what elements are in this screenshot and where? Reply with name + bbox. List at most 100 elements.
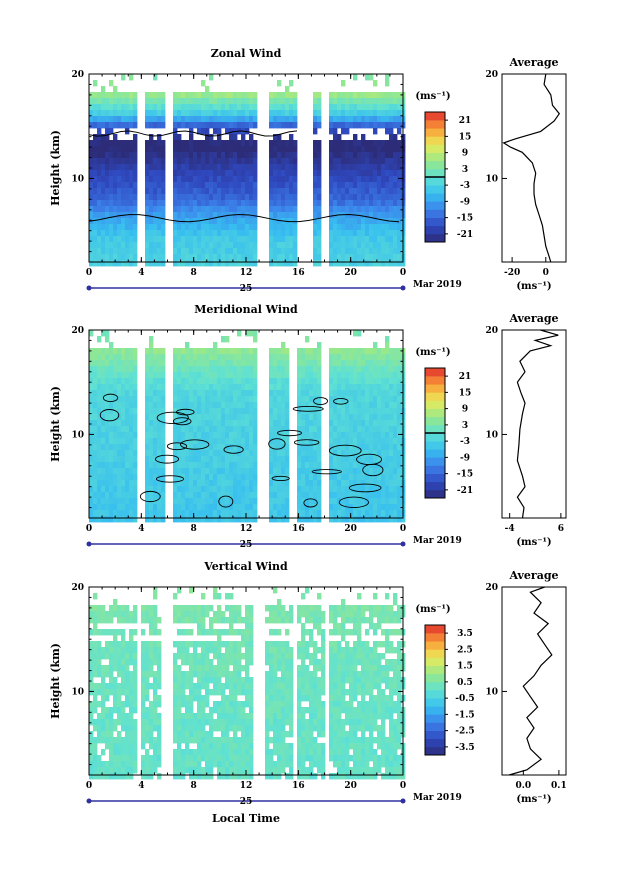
heatmap-cell bbox=[97, 182, 102, 189]
heatmap-cell bbox=[241, 92, 246, 99]
heatmap-cell bbox=[217, 450, 222, 457]
heatmap-cell bbox=[197, 170, 202, 177]
heatmap-cell bbox=[317, 438, 322, 445]
heatmap-cell bbox=[313, 230, 318, 237]
heatmap-cell bbox=[117, 611, 122, 618]
heatmap-cell bbox=[285, 354, 290, 361]
heatmap-cell bbox=[189, 372, 194, 379]
heatmap-cell bbox=[105, 146, 110, 153]
heatmap-cell bbox=[141, 629, 146, 636]
heatmap-cell bbox=[273, 260, 278, 267]
heatmap-cell bbox=[353, 236, 358, 243]
heatmap-cell bbox=[201, 164, 206, 171]
heatmap-cell bbox=[277, 354, 282, 361]
heatmap-cell bbox=[305, 468, 310, 475]
heatmap-cell bbox=[189, 438, 194, 445]
heatmap-cell bbox=[113, 701, 118, 708]
average-title: Average bbox=[508, 312, 558, 325]
heatmap-cell bbox=[133, 653, 138, 660]
heatmap-cell bbox=[105, 92, 110, 99]
heatmap-cell bbox=[109, 767, 114, 774]
heatmap-cell bbox=[153, 480, 158, 487]
heatmap-cell bbox=[233, 480, 238, 487]
heatmap-cell bbox=[193, 200, 198, 207]
heatmap-cell bbox=[369, 212, 374, 219]
heatmap-cell bbox=[133, 98, 138, 105]
heatmap-cell bbox=[217, 348, 222, 355]
heatmap-cell bbox=[133, 492, 138, 499]
heatmap-cell bbox=[225, 104, 230, 111]
heatmap-cell bbox=[397, 170, 402, 177]
heatmap-cell bbox=[201, 462, 206, 469]
heatmap-cell bbox=[153, 74, 158, 81]
heatmap-cell bbox=[385, 242, 390, 249]
heatmap-cell bbox=[349, 372, 354, 379]
heatmap-cell bbox=[277, 516, 282, 523]
heatmap-cell bbox=[301, 360, 306, 367]
heatmap-cell bbox=[133, 366, 138, 373]
heatmap-cell bbox=[381, 206, 386, 213]
heatmap-cell bbox=[125, 617, 130, 624]
heatmap-cell bbox=[177, 230, 182, 237]
heatmap-cell bbox=[193, 695, 198, 702]
heatmap-cell bbox=[157, 212, 162, 219]
heatmap-cell bbox=[209, 641, 214, 648]
heatmap-cell bbox=[285, 402, 290, 409]
heatmap-cell bbox=[397, 104, 402, 111]
heatmap-cell bbox=[133, 230, 138, 237]
heatmap-cell bbox=[245, 152, 250, 159]
heatmap-cell bbox=[97, 158, 102, 165]
heatmap-cell bbox=[269, 396, 274, 403]
heatmap-cell bbox=[217, 611, 222, 618]
heatmap-cell bbox=[153, 402, 158, 409]
heatmap-cell bbox=[105, 206, 110, 213]
heatmap-cell bbox=[341, 206, 346, 213]
heatmap-cell bbox=[281, 164, 286, 171]
heatmap-cell bbox=[153, 749, 158, 756]
heatmap-cell bbox=[345, 438, 350, 445]
heatmap-cell bbox=[133, 665, 138, 672]
heatmap-cell bbox=[373, 402, 378, 409]
heatmap-cell bbox=[229, 444, 234, 451]
average-y-tick-label: 10 bbox=[485, 174, 498, 184]
heatmap-cell bbox=[229, 408, 234, 415]
heatmap-cell bbox=[153, 767, 158, 774]
heatmap-cell bbox=[221, 701, 226, 708]
heatmap-cell bbox=[313, 200, 318, 207]
heatmap-cell bbox=[205, 701, 210, 708]
heatmap-cell bbox=[225, 236, 230, 243]
heatmap-cell bbox=[93, 242, 98, 249]
heatmap-cell bbox=[361, 200, 366, 207]
heatmap-cell bbox=[109, 683, 114, 690]
heatmap-cell bbox=[129, 767, 134, 774]
heatmap-cell bbox=[153, 468, 158, 475]
heatmap-cell bbox=[289, 122, 294, 129]
heatmap-cell bbox=[177, 731, 182, 738]
heatmap-cell bbox=[365, 366, 370, 373]
heatmap-cell bbox=[145, 653, 150, 660]
heatmap-cell bbox=[277, 224, 282, 231]
heatmap-cell bbox=[145, 420, 150, 427]
heatmap-cell bbox=[337, 140, 342, 147]
heatmap-cell bbox=[113, 188, 118, 195]
heatmap-cell bbox=[113, 611, 118, 618]
heatmap-cell bbox=[317, 396, 322, 403]
heatmap-cell bbox=[109, 98, 114, 105]
heatmap-cell bbox=[125, 354, 130, 361]
heatmap-cell bbox=[365, 176, 370, 183]
heatmap-cell bbox=[173, 128, 178, 135]
x-tick-label: 0 bbox=[400, 524, 406, 534]
heatmap-cell bbox=[173, 402, 178, 409]
heatmap-cell bbox=[109, 188, 114, 195]
heatmap-cell bbox=[117, 516, 122, 523]
heatmap-cell bbox=[193, 725, 198, 732]
heatmap-cell bbox=[101, 384, 106, 391]
heatmap-cell bbox=[153, 755, 158, 762]
heatmap-cell bbox=[149, 737, 154, 744]
heatmap-cell bbox=[205, 677, 210, 684]
zero-contour bbox=[303, 498, 318, 508]
heatmap-cell bbox=[357, 194, 362, 201]
heatmap-cell bbox=[185, 188, 190, 195]
heatmap-cell bbox=[145, 378, 150, 385]
heatmap-cell bbox=[349, 354, 354, 361]
